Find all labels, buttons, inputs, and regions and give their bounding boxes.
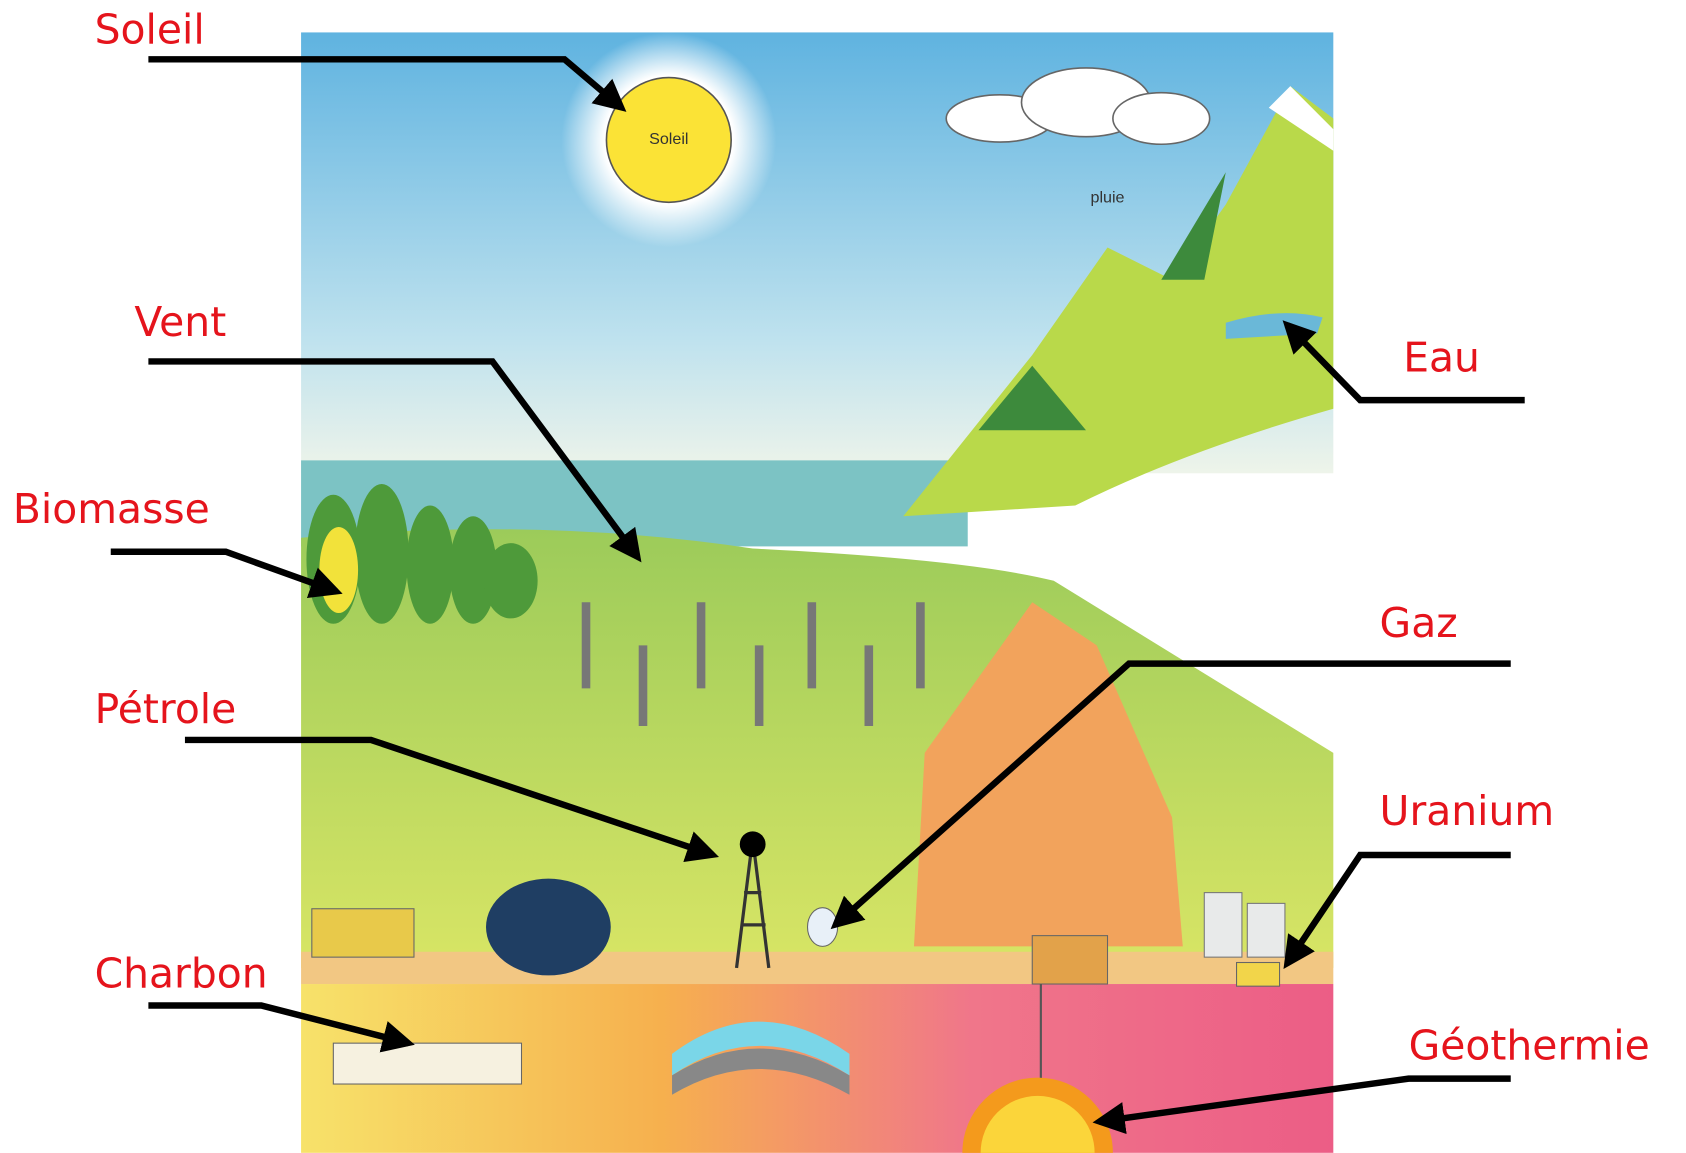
illustration: Soleil pluie bbox=[301, 32, 1333, 1152]
label: Pétrole bbox=[95, 685, 237, 733]
diagram: Soleil pluie Soleil Vent Biomas bbox=[0, 0, 1686, 1153]
label: Biomasse bbox=[13, 485, 210, 533]
label: Gaz bbox=[1380, 599, 1458, 647]
label: Eau bbox=[1403, 333, 1480, 381]
label: Géothermie bbox=[1409, 1022, 1650, 1070]
label: Uranium bbox=[1380, 787, 1555, 835]
sun-label: Soleil bbox=[649, 130, 688, 148]
label: Charbon bbox=[95, 949, 268, 997]
label: Soleil bbox=[95, 5, 205, 53]
label: Vent bbox=[134, 298, 226, 346]
rain-label: pluie bbox=[1090, 188, 1124, 206]
